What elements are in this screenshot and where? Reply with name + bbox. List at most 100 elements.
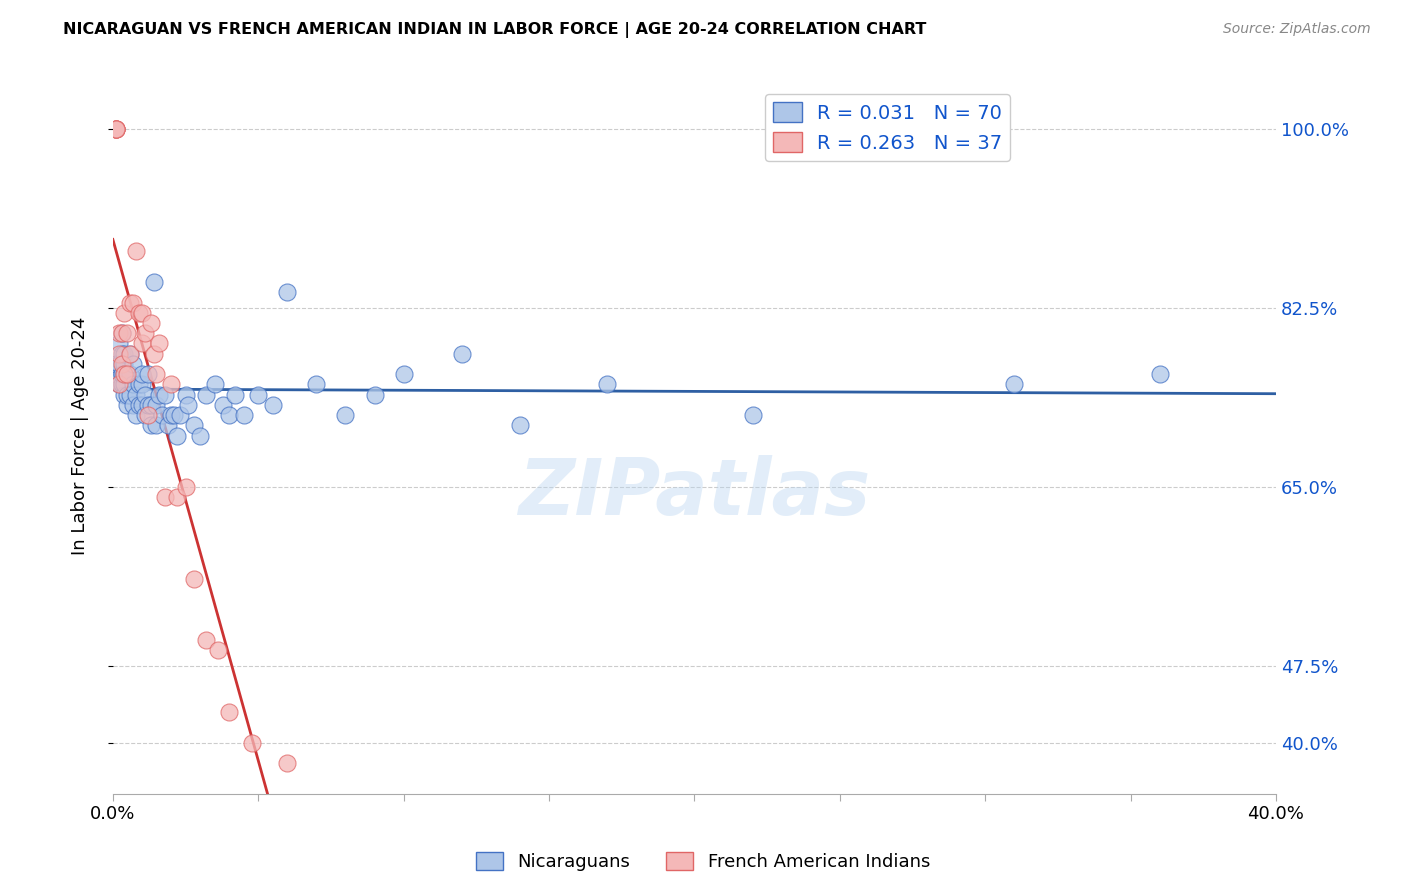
Point [242,735,264,749]
Point [110,367,132,381]
Point [104,121,127,136]
Point [107,377,129,392]
Point [142,347,165,361]
Point [157,418,180,433]
Point [114,367,136,381]
Point [174,480,197,494]
Point [104,121,127,136]
Point [128,377,150,392]
Point [276,285,298,300]
Point [120,347,142,361]
Text: NICARAGUAN VS FRENCH AMERICAN INDIAN IN LABOR FORCE | AGE 20-24 CORRELATION CHAR: NICARAGUAN VS FRENCH AMERICAN INDIAN IN … [63,22,927,38]
Point [150,408,173,422]
Point [450,347,472,361]
Point [218,408,240,422]
Point [122,398,145,412]
Point [107,357,129,371]
Point [120,295,142,310]
Point [110,367,132,381]
Point [163,408,186,422]
Point [145,418,167,433]
Point [122,377,145,392]
Point [247,387,270,401]
Point [107,336,129,351]
Y-axis label: In Labor Force | Age 20-24: In Labor Force | Age 20-24 [72,317,89,555]
Text: Source: ZipAtlas.com: Source: ZipAtlas.com [1223,22,1371,37]
Point [139,398,162,412]
Point [114,357,136,371]
Point [120,367,142,381]
Point [120,387,142,401]
Point [1002,377,1025,392]
Point [194,387,217,401]
Legend: Nicaraguans, French American Indians: Nicaraguans, French American Indians [468,845,938,879]
Point [110,347,132,361]
Point [122,295,145,310]
Point [142,275,165,289]
Point [1149,367,1171,381]
Point [110,357,132,371]
Point [110,326,132,341]
Point [107,326,129,341]
Point [114,377,136,392]
Point [136,398,159,412]
Point [104,121,127,136]
Point [136,408,159,422]
Point [125,244,148,259]
Text: ZIPatlas: ZIPatlas [519,455,870,531]
Point [114,367,136,381]
Point [114,306,136,320]
Point [125,387,148,401]
Point [131,367,153,381]
Point [194,633,217,648]
Point [148,387,170,401]
Point [204,377,226,392]
Point [218,705,240,719]
Point [153,490,176,504]
Point [122,357,145,371]
Point [134,408,156,422]
Point [262,398,284,412]
Point [188,428,211,442]
Point [145,367,167,381]
Point [110,326,132,341]
Point [134,387,156,401]
Point [207,643,229,657]
Point [134,326,156,341]
Point [212,398,235,412]
Point [183,572,205,586]
Point [104,357,127,371]
Point [392,367,415,381]
Point [114,387,136,401]
Point [305,377,328,392]
Point [131,336,153,351]
Point [166,490,188,504]
Point [741,408,763,422]
Point [131,377,153,392]
Point [128,398,150,412]
Point [110,377,132,392]
Point [169,408,191,422]
Point [224,387,246,401]
Point [276,756,298,770]
Point [509,418,531,433]
Point [107,377,129,392]
Point [183,418,205,433]
Point [166,428,188,442]
Point [153,387,176,401]
Point [117,387,139,401]
Point [104,121,127,136]
Point [160,377,183,392]
Legend: R = 0.031   N = 70, R = 0.263   N = 37: R = 0.031 N = 70, R = 0.263 N = 37 [765,95,1011,161]
Point [596,377,619,392]
Point [104,121,127,136]
Point [117,367,139,381]
Point [117,398,139,412]
Point [125,408,148,422]
Point [107,347,129,361]
Point [363,387,385,401]
Point [128,306,150,320]
Point [139,418,162,433]
Point [148,336,170,351]
Point [117,326,139,341]
